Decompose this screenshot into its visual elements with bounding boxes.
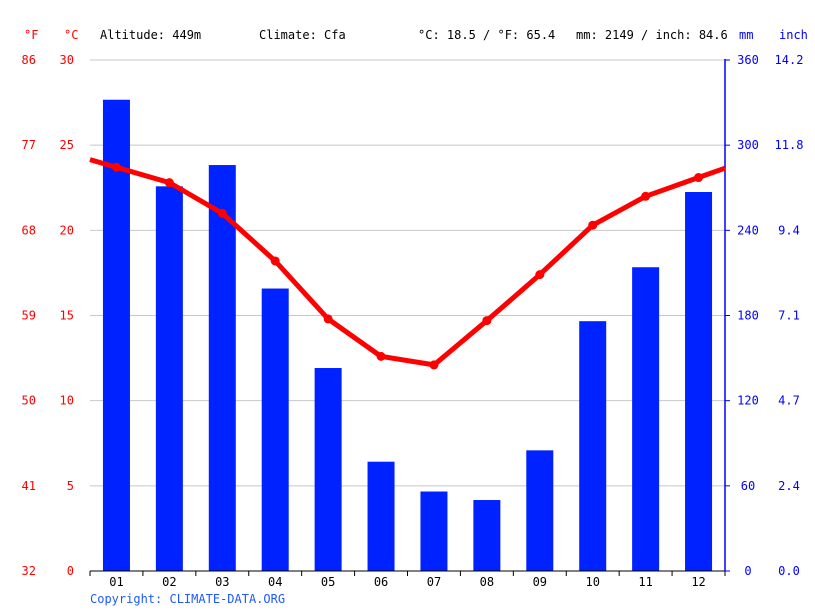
precipitation-bar	[208, 165, 236, 572]
fahrenheit-tick-label: 32	[22, 564, 36, 578]
precipitation-bar	[579, 321, 607, 571]
temperature-point	[270, 256, 280, 266]
precipitation-bar	[526, 450, 554, 571]
fahrenheit-tick-label: 68	[22, 223, 36, 237]
fahrenheit-tick-label: 77	[22, 138, 36, 152]
x-tick-label: 12	[691, 575, 705, 589]
climate-label: Climate: Cfa	[259, 28, 346, 42]
precipitation-bar	[632, 267, 660, 571]
temperature-point	[164, 178, 174, 188]
fahrenheit-tick-label: 41	[22, 479, 36, 493]
temperature-point	[323, 314, 333, 324]
precipitation-bar	[367, 461, 395, 571]
mm-tick-label: 0	[744, 564, 751, 578]
altitude-label: Altitude: 449m	[100, 28, 202, 42]
x-tick-label: 04	[268, 575, 282, 589]
inch-tick-label: 14.2	[775, 53, 804, 67]
celsius-tick-label: 15	[60, 309, 74, 323]
temperature-point	[641, 191, 651, 201]
mm-tick-label: 120	[737, 394, 759, 408]
temperature-point	[111, 162, 121, 172]
precipitation-bar	[420, 491, 448, 571]
x-tick-label: 11	[638, 575, 652, 589]
temperature-point	[535, 270, 545, 280]
celsius-tick-label: 30	[60, 53, 74, 67]
temperature-point	[694, 173, 704, 183]
temperature-point	[588, 220, 598, 230]
precipitation-bar	[473, 500, 501, 571]
precipitation-bar	[261, 288, 289, 571]
total-precipitation-label: mm: 2149 / inch: 84.6	[576, 28, 728, 42]
x-tick-label: 07	[427, 575, 441, 589]
inch-tick-label: 9.4	[778, 223, 800, 237]
x-tick-label: 06	[374, 575, 388, 589]
fahrenheit-tick-label: 59	[22, 309, 36, 323]
temperature-point	[482, 316, 492, 326]
inch-tick-label: 2.4	[778, 479, 800, 493]
temperature-line	[89, 157, 726, 368]
mm-tick-label: 60	[741, 479, 755, 493]
celsius-tick-label: 20	[60, 223, 74, 237]
mm-tick-label: 300	[737, 138, 759, 152]
celsius-tick-label: 25	[60, 138, 74, 152]
inch-tick-label: 7.1	[778, 309, 800, 323]
x-tick-label: 02	[162, 575, 176, 589]
x-tick-label: 10	[585, 575, 599, 589]
precipitation-bar	[314, 368, 342, 571]
mm-tick-label: 360	[737, 53, 759, 67]
mm-unit-label: mm	[739, 28, 754, 42]
mm-tick-label: 180	[737, 309, 759, 323]
x-tick-label: 01	[109, 575, 123, 589]
celsius-tick-label: 5	[67, 479, 74, 493]
x-tick-label: 03	[215, 575, 229, 589]
celsius-tick-label: 0	[67, 564, 74, 578]
precipitation-bar	[685, 192, 713, 571]
inch-unit-label: inch	[779, 28, 808, 42]
celsius-tick-label: 10	[60, 394, 74, 408]
precipitation-bar	[102, 99, 130, 571]
fahrenheit-tick-label: 50	[22, 394, 36, 408]
temperature-point	[217, 208, 227, 218]
inch-tick-label: 4.7	[778, 394, 800, 408]
fahrenheit-unit-label: °F	[24, 28, 39, 42]
celsius-unit-label: °C	[64, 28, 79, 42]
precipitation-bar	[155, 186, 183, 571]
inch-tick-label: 11.8	[775, 138, 804, 152]
fahrenheit-tick-label: 86	[22, 53, 36, 67]
x-tick-label: 08	[480, 575, 494, 589]
inch-tick-label: 0.0	[778, 564, 800, 578]
temperature-point	[429, 360, 439, 370]
x-tick-label: 05	[321, 575, 335, 589]
average-temperature-label: °C: 18.5 / °F: 65.4	[418, 28, 556, 42]
temperature-point	[376, 351, 386, 361]
copyright-link[interactable]: Copyright: CLIMATE-DATA.ORG	[90, 592, 286, 606]
x-tick-label: 09	[533, 575, 547, 589]
mm-tick-label: 240	[737, 223, 759, 237]
